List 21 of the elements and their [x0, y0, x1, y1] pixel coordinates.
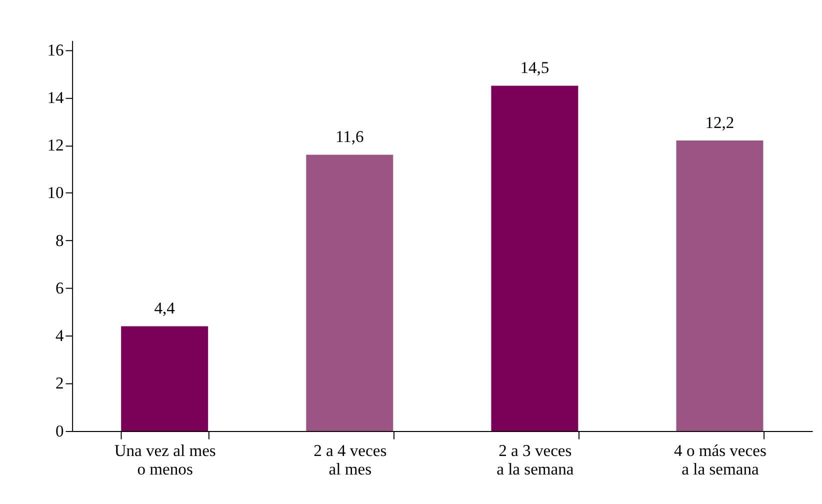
bar: [306, 154, 394, 431]
data-label: 14,5: [520, 58, 550, 78]
x-tick-label: 4 o más veces a la semana: [674, 440, 766, 478]
data-label: 11,6: [335, 127, 364, 146]
x-tick-label: 2 a 3 veces a la semana: [496, 440, 574, 478]
bar: [676, 140, 764, 431]
y-tick-label: 6: [56, 278, 64, 298]
bar: [121, 326, 208, 431]
x-tick-label: 2 a 4 veces al mes: [314, 440, 387, 478]
x-tick-label: Una vez al mes o menos: [114, 440, 216, 478]
y-tick-label: 0: [56, 421, 64, 440]
y-tick-label: 12: [47, 136, 64, 155]
y-tick-label: 14: [47, 88, 65, 107]
y-tick-label: 4: [56, 326, 65, 346]
y-tick-label: 16: [47, 40, 64, 60]
y-tick-label: 2: [56, 374, 64, 393]
y-tick-label: 10: [47, 183, 64, 202]
bar: [491, 86, 578, 431]
data-label: 12,2: [705, 112, 734, 132]
y-tick-label: 8: [56, 230, 64, 250]
data-label: 4,4: [154, 298, 176, 318]
